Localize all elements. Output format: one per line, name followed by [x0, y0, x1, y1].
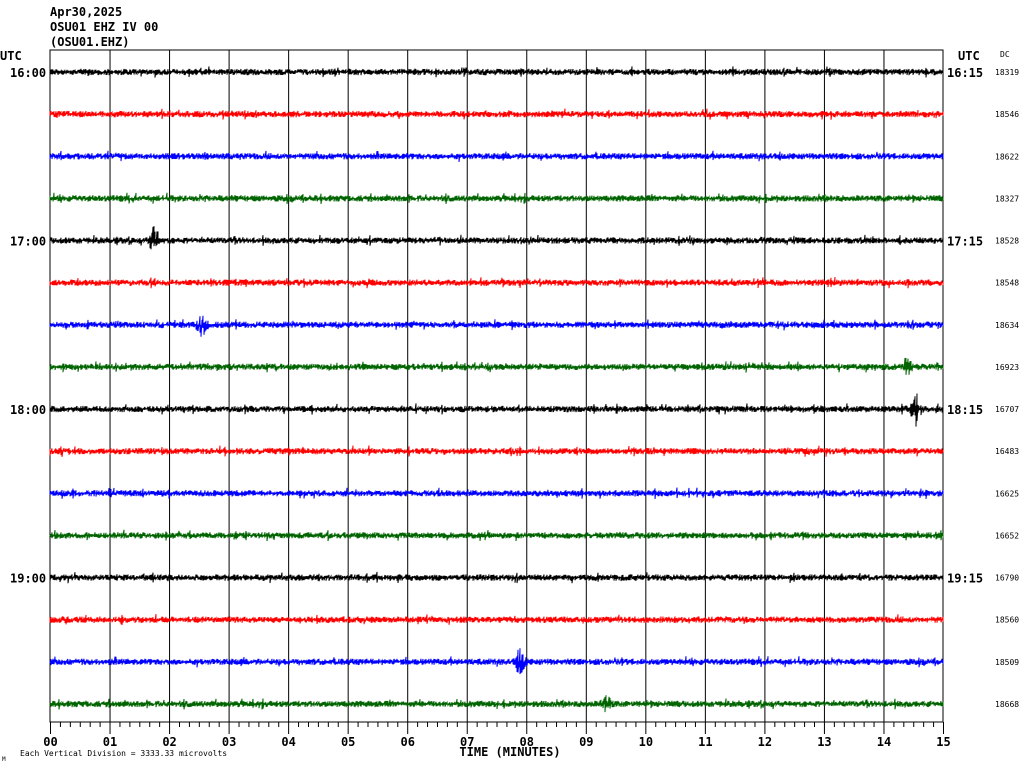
x-tick-label: 15: [936, 735, 950, 749]
trace-line: [49, 226, 944, 250]
row-dc-value: 18528: [995, 237, 1019, 246]
row-dc-value: 16625: [995, 489, 1019, 498]
x-tick-label: 08: [520, 735, 534, 749]
row-dc-value: 16790: [995, 574, 1019, 583]
row-time-right: 17:15: [947, 235, 983, 249]
x-tick-label: 05: [341, 735, 355, 749]
x-tick-label: 14: [877, 735, 891, 749]
x-tick-label: 04: [281, 735, 295, 749]
row-dc-value: 18548: [995, 279, 1019, 288]
header-date: Apr30,2025: [50, 5, 123, 19]
dc-label: DC: [1000, 50, 1010, 59]
trace-line: [49, 695, 944, 713]
x-axis-label: TIME (MINUTES): [459, 745, 560, 759]
trace-line: [49, 108, 944, 120]
header-station-code: (OSU01.EHZ): [50, 35, 130, 49]
row-dc-value: 16483: [995, 447, 1019, 456]
row-time-right: 19:15: [947, 572, 983, 586]
trace-line: [49, 315, 944, 337]
x-tick-label: 01: [103, 735, 117, 749]
corner-mark: M: [2, 756, 6, 763]
x-tick-label: 06: [400, 735, 414, 749]
trace-line: [49, 393, 944, 427]
vertical-division-note: Each Vertical Division = 3333.33 microvo…: [20, 749, 227, 758]
trace-line: [49, 192, 944, 204]
row-dc-value: 18668: [995, 700, 1019, 709]
row-time-left: 16:00: [10, 66, 46, 80]
row-dc-value: 16923: [995, 363, 1019, 372]
left-utc-label: UTC: [0, 49, 22, 63]
row-dc-value: 18622: [995, 152, 1019, 161]
x-tick-label: 00: [43, 735, 57, 749]
trace-line: [49, 571, 944, 584]
right-utc-label: UTC: [958, 49, 980, 63]
row-time-left: 18:00: [10, 403, 46, 417]
row-dc-value: 18319: [995, 68, 1019, 77]
trace-line: [49, 529, 944, 542]
row-dc-value: 16652: [995, 531, 1019, 540]
row-dc-value: 18634: [995, 321, 1019, 330]
row-dc-value: 18509: [995, 658, 1019, 667]
trace-line: [49, 66, 944, 78]
x-tick-label: 09: [579, 735, 593, 749]
x-tick-label: 12: [758, 735, 772, 749]
x-tick-label: 03: [222, 735, 236, 749]
row-dc-value: 16707: [995, 405, 1019, 414]
row-dc-value: 18327: [995, 194, 1019, 203]
x-tick-label: 13: [817, 735, 831, 749]
row-time-right: 18:15: [947, 403, 983, 417]
x-tick-label: 07: [460, 735, 474, 749]
trace-line: [49, 276, 944, 289]
trace-line: [49, 445, 944, 457]
row-dc-value: 18560: [995, 616, 1019, 625]
trace-line: [49, 614, 944, 626]
row-time-left: 17:00: [10, 235, 46, 249]
x-tick-label: 11: [698, 735, 712, 749]
header-station-line: OSU01 EHZ IV 00: [50, 20, 159, 34]
x-tick-label: 02: [162, 735, 176, 749]
trace-line: [49, 357, 944, 375]
trace-line: [49, 648, 944, 675]
row-dc-value: 18546: [995, 110, 1019, 119]
row-time-right: 16:15: [947, 66, 983, 80]
trace-line: [49, 150, 944, 162]
row-time-left: 19:00: [10, 572, 46, 586]
x-tick-label: 10: [639, 735, 653, 749]
trace-line: [49, 487, 944, 500]
